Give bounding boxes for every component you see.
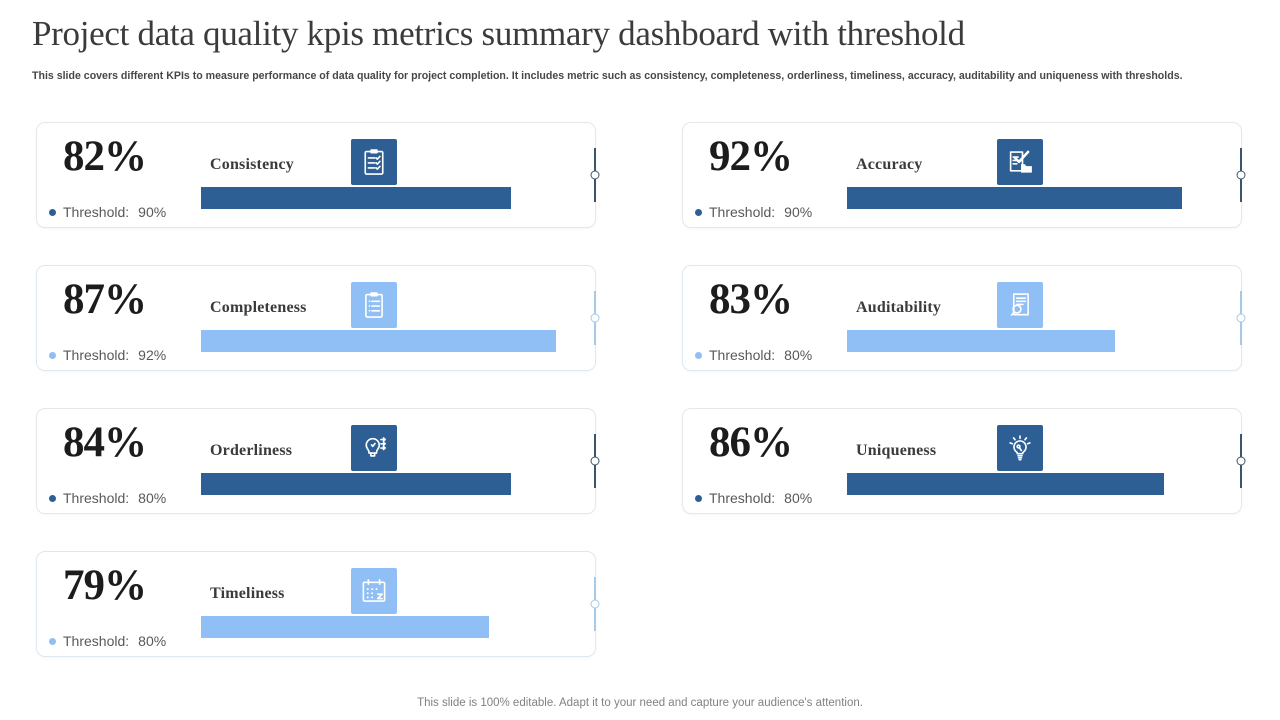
kpi-card-uniqueness: 86% Uniqueness Threshold: 80% — [682, 408, 1242, 514]
kpi-value: 86% — [709, 419, 793, 466]
kpi-bar — [847, 473, 1164, 495]
threshold-row: Threshold: 92% — [49, 347, 166, 363]
clipboard-check-icon — [351, 139, 397, 185]
page-title: Project data quality kpis metrics summar… — [32, 14, 965, 53]
kpi-metric-label: Auditability — [856, 299, 942, 316]
threshold-row: Threshold: 90% — [695, 204, 812, 220]
kpi-metric-label: Completeness — [210, 299, 307, 316]
kpi-bar — [201, 473, 511, 495]
threshold-value: 92% — [138, 347, 167, 363]
threshold-label: Threshold: — [709, 347, 776, 363]
document-check-folder-icon — [997, 139, 1043, 185]
kpi-value: 79% — [63, 562, 147, 609]
connector-handle — [594, 148, 596, 202]
kpi-card-timeliness: 79% Timeliness Threshold: 80% — [36, 551, 596, 657]
clipboard-icon — [351, 282, 397, 328]
kpi-bar — [847, 330, 1115, 352]
kpi-metric-label: Timeliness — [210, 585, 285, 602]
kpi-value: 82% — [63, 133, 147, 180]
kpi-card-consistency: 82% Consistency Threshold: 90% — [36, 122, 596, 228]
kpi-metric-label: Consistency — [210, 156, 294, 173]
threshold-bullet — [695, 208, 702, 216]
threshold-row: Threshold: 80% — [695, 490, 812, 506]
kpi-card-orderliness: 84% Orderliness Threshold: 80% — [36, 408, 596, 514]
threshold-bullet — [49, 494, 56, 502]
threshold-row: Threshold: 90% — [49, 204, 166, 220]
threshold-label: Threshold: — [709, 490, 776, 506]
head-idea-icon — [351, 425, 397, 471]
kpi-bar — [201, 616, 489, 638]
connector-handle — [594, 291, 596, 345]
kpi-card-grid: 82% Consistency Threshold: 90% 87% Compl… — [36, 122, 1242, 657]
threshold-label: Threshold: — [709, 204, 776, 220]
kpi-value: 92% — [709, 133, 793, 180]
editable-note: This slide is 100% editable. Adapt it to… — [417, 697, 863, 709]
threshold-bullet — [695, 351, 702, 359]
kpi-metric-label: Uniqueness — [856, 442, 937, 459]
kpi-card-completeness: 87% Completeness Threshold: 92% — [36, 265, 596, 371]
threshold-label: Threshold: — [63, 490, 130, 506]
connector-handle — [1240, 291, 1242, 345]
connector-handle — [594, 577, 596, 631]
document-magnifier-icon — [997, 282, 1043, 328]
kpi-bar — [201, 330, 556, 352]
threshold-value: 80% — [138, 490, 167, 506]
threshold-value: 80% — [138, 633, 167, 649]
kpi-card-accuracy: 92% Accuracy Threshold: 90% — [682, 122, 1242, 228]
threshold-bullet — [49, 351, 56, 359]
threshold-row: Threshold: 80% — [49, 633, 166, 649]
kpi-card-auditability: 83% Auditability Threshold: 80% — [682, 265, 1242, 371]
threshold-value: 90% — [138, 204, 167, 220]
threshold-value: 80% — [784, 490, 813, 506]
kpi-value: 83% — [709, 276, 793, 323]
slide-description: This slide covers different KPIs to meas… — [32, 70, 1183, 82]
connector-handle — [1240, 434, 1242, 488]
calendar-icon — [351, 568, 397, 614]
threshold-label: Threshold: — [63, 347, 130, 363]
kpi-bar — [201, 187, 511, 209]
threshold-bullet — [695, 494, 702, 502]
kpi-value: 87% — [63, 276, 147, 323]
threshold-bullet — [49, 208, 56, 216]
threshold-value: 90% — [784, 204, 813, 220]
threshold-label: Threshold: — [63, 204, 130, 220]
connector-handle — [1240, 148, 1242, 202]
threshold-bullet — [49, 637, 56, 645]
threshold-label: Threshold: — [63, 633, 130, 649]
lightbulb-rays-icon — [997, 425, 1043, 471]
kpi-metric-label: Orderliness — [210, 442, 293, 459]
threshold-row: Threshold: 80% — [49, 490, 166, 506]
connector-handle — [594, 434, 596, 488]
threshold-value: 80% — [784, 347, 813, 363]
kpi-value: 84% — [63, 419, 147, 466]
kpi-metric-label: Accuracy — [856, 156, 923, 173]
kpi-bar — [847, 187, 1182, 209]
threshold-row: Threshold: 80% — [695, 347, 812, 363]
